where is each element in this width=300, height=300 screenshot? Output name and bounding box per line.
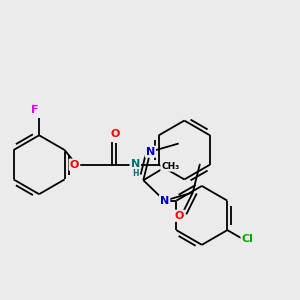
Text: N: N bbox=[160, 196, 169, 206]
Text: O: O bbox=[111, 129, 120, 139]
Text: N: N bbox=[146, 147, 155, 157]
Text: H: H bbox=[132, 169, 139, 178]
Text: N: N bbox=[131, 159, 140, 169]
Text: O: O bbox=[175, 211, 184, 221]
Text: CH₃: CH₃ bbox=[161, 162, 179, 171]
Text: Cl: Cl bbox=[242, 234, 254, 244]
Text: O: O bbox=[70, 160, 79, 170]
Text: F: F bbox=[32, 105, 39, 115]
